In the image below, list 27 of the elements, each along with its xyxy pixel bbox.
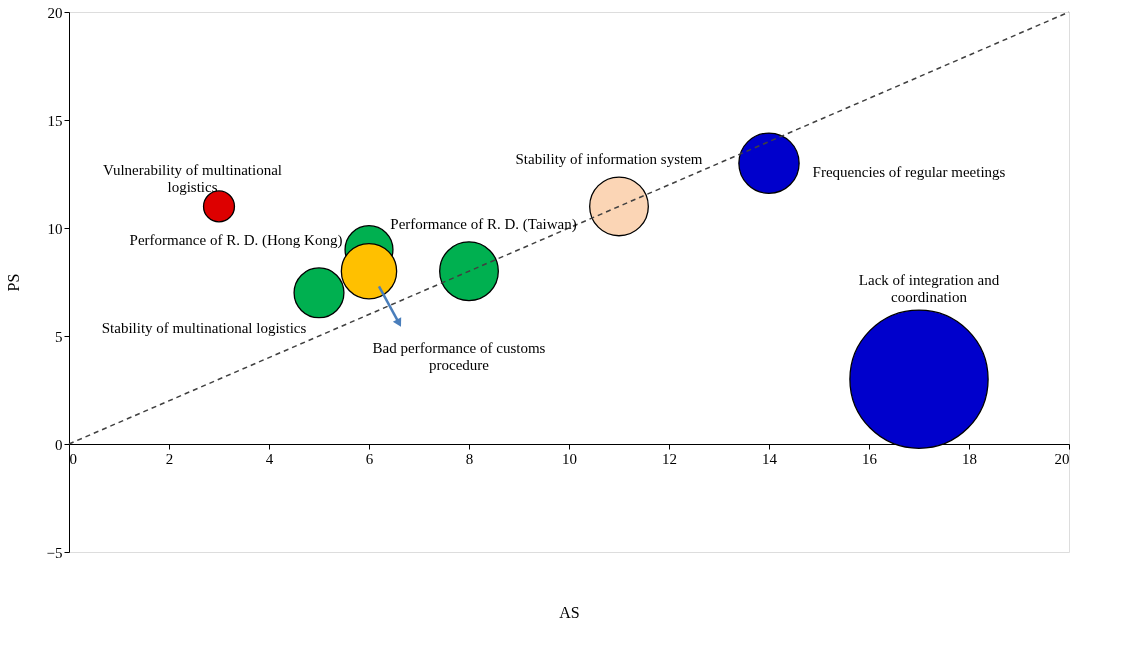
x-tick-label: 16 (862, 450, 878, 467)
x-tick-label: 2 (165, 450, 174, 467)
annotation: Stability of multinational logistics (101, 320, 307, 337)
y-tick-label: −5 (46, 544, 63, 561)
x-tick-label: 4 (265, 450, 274, 467)
annotation: Performance of R. D. (Taiwan) (390, 215, 577, 233)
annotation: Lack of integration and coordination (858, 271, 1000, 305)
x-tick-label: 20 (1054, 450, 1070, 467)
x-tick-label: 12 (662, 450, 677, 467)
x-tick-label: 0 (69, 450, 77, 467)
y-tick-label: 0 (55, 436, 63, 453)
annotation: Bad performance of customs procedure (372, 339, 546, 373)
x-tick-label: 6 (365, 450, 374, 467)
x-axis-title: AS (559, 603, 580, 621)
y-tick-label: 10 (47, 220, 63, 237)
y-tick-label: 5 (55, 328, 63, 345)
x-tick-label: 8 (465, 450, 474, 467)
annotation: Vulnerability of multinational logistics (102, 161, 283, 195)
y-tick-label: 20 (47, 4, 63, 21)
x-tick-label: 10 (562, 450, 577, 467)
x-tick-label: 14 (762, 450, 778, 467)
annotation: Performance of R. D. (Hong Kong) (129, 231, 343, 249)
x-tick-label: 18 (962, 450, 977, 467)
y-tick-label: 15 (47, 112, 63, 129)
annotation: Frequencies of regular meetings (812, 163, 1006, 180)
annotation: Stability of information system (515, 150, 703, 167)
y-axis-title: PS (4, 273, 22, 292)
